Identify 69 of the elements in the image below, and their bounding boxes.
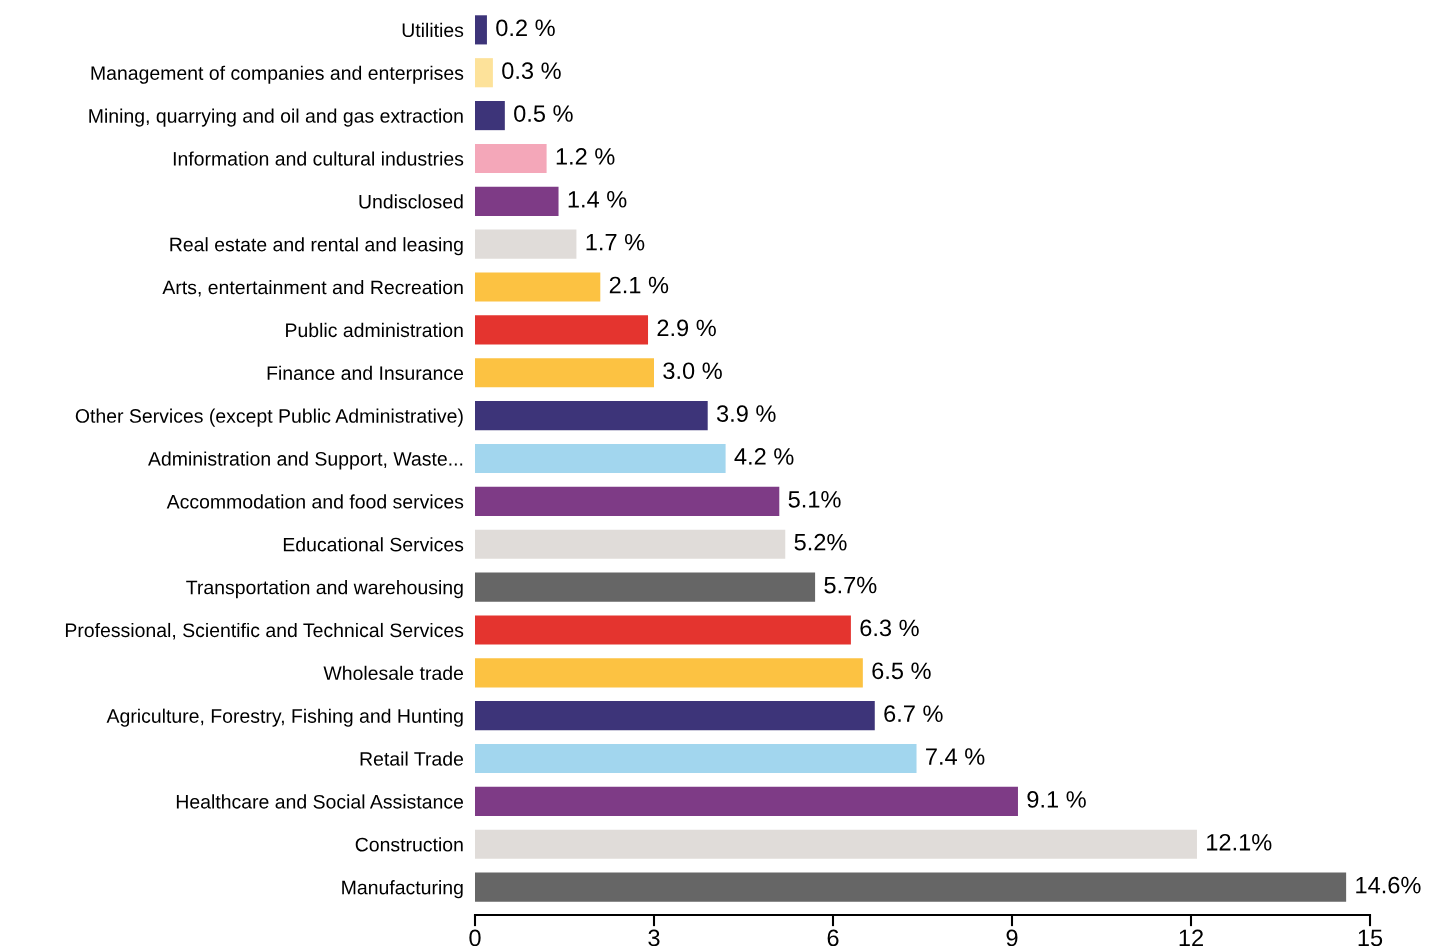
y-tick-label: Agriculture, Forestry, Fishing and Hunting	[106, 708, 463, 727]
x-tick-label: 12	[1179, 929, 1203, 946]
data-label: 0.3 %	[502, 62, 561, 80]
y-tick-label: Arts, entertainment and Recreation	[162, 280, 463, 297]
data-label: 5.2%	[794, 533, 847, 551]
bar	[475, 743, 917, 774]
y-tick-label: Accommodation and food services	[166, 494, 464, 509]
data-label: 0.5 %	[514, 105, 573, 122]
data-label: 0.2 %	[496, 19, 555, 37]
data-label: 6.3 %	[860, 619, 919, 637]
data-label: 12.1%	[1207, 833, 1272, 851]
y-tick-label: Transportation and warehousing	[186, 580, 463, 599]
y-tick-label: Retail Trade	[360, 751, 464, 766]
y-tick-label: Construction	[355, 837, 463, 852]
y-tick-label: Undisclosed	[359, 194, 463, 209]
bar	[475, 529, 786, 559]
x-tick-label: 15	[1358, 929, 1383, 946]
data-label: 6.5 %	[872, 662, 931, 680]
data-label: 5.7%	[824, 576, 877, 594]
bar	[475, 786, 1018, 816]
bar	[475, 186, 559, 216]
bar	[475, 229, 577, 259]
data-label: 1.7 %	[586, 233, 645, 251]
y-tick-label: Professional, Scientific and Technical Services	[65, 622, 464, 640]
x-tick-label: 6	[827, 929, 839, 946]
data-label: 4.2 %	[734, 448, 794, 465]
data-label: 7.4 %	[926, 748, 985, 765]
bar	[475, 272, 601, 302]
y-tick-label: Manufacturing	[342, 880, 463, 899]
bar	[475, 15, 487, 45]
data-label: 3.9 %	[716, 405, 776, 422]
bar	[475, 872, 1347, 902]
y-tick-label: Administration and Support, Waste...	[148, 451, 463, 470]
bar	[475, 58, 493, 88]
data-label: 9.1 %	[1027, 791, 1086, 808]
y-tick-label: Management of companies and enterprises	[91, 65, 464, 84]
bar	[475, 358, 654, 388]
bar	[475, 658, 863, 688]
data-label: 1.4 %	[568, 191, 627, 208]
x-tick-label: 9	[1006, 929, 1018, 946]
x-tick-label: 0	[469, 929, 481, 946]
y-tick-label: Utilities	[402, 22, 464, 38]
bar	[475, 143, 547, 174]
y-tick-label: Information and cultural industries	[173, 151, 464, 166]
y-tick-label: Wholesale trade	[323, 665, 464, 681]
y-tick-label: Finance and Insurance	[267, 365, 464, 381]
y-tick-label: Public administration	[286, 322, 463, 338]
data-label: 3.0 %	[663, 362, 722, 380]
y-tick-label: Healthcare and Social Assistance	[176, 794, 464, 809]
bar	[475, 615, 851, 645]
bar	[475, 443, 726, 474]
bar	[475, 401, 708, 431]
data-label: 5.1%	[788, 491, 841, 508]
bar	[475, 701, 875, 731]
bar	[475, 829, 1197, 859]
x-tick-label: 3	[648, 929, 660, 946]
y-tick-label: Mining, quarrying and oil and gas extraction	[89, 108, 463, 127]
bar	[475, 315, 649, 345]
bar	[475, 101, 505, 131]
data-label: 6.7 %	[884, 705, 943, 723]
y-tick-label: Real estate and rental and leasing	[170, 237, 463, 256]
y-tick-label: Educational Services	[283, 537, 464, 552]
data-label: 14.6%	[1356, 876, 1421, 894]
data-label: 2.1 %	[609, 276, 669, 294]
bar	[475, 486, 780, 516]
bar	[475, 572, 816, 602]
data-label: 2.9 %	[657, 319, 716, 337]
y-tick-label: Other Services (except Public Administrative)	[75, 408, 463, 427]
data-label: 1.2 %	[556, 148, 615, 165]
